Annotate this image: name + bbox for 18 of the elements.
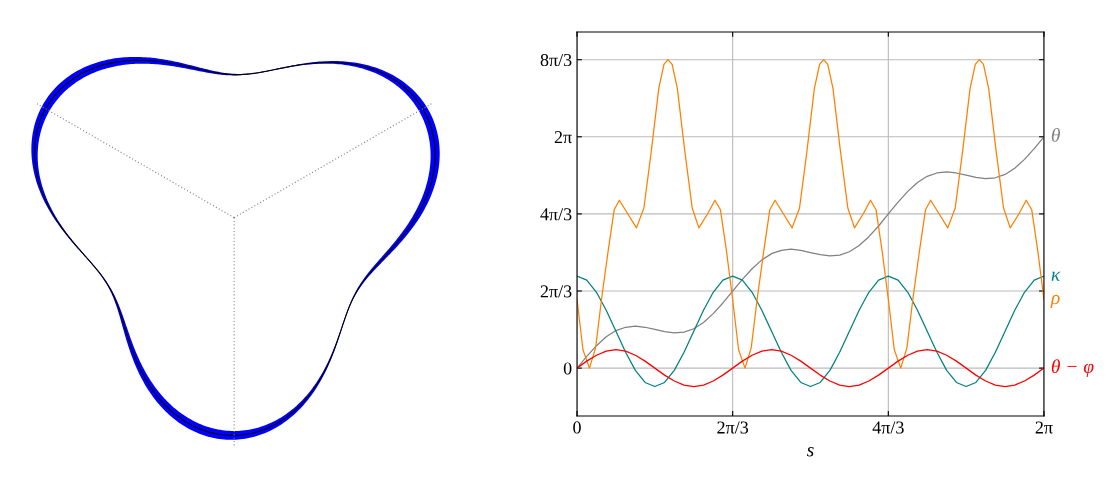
x-tick-label: 4π/3 (872, 421, 904, 434)
series-label: θ − φ (1051, 359, 1094, 377)
series-label: θ (1051, 127, 1060, 142)
line-series (577, 58, 1044, 369)
x-tick-label: 0 (573, 421, 581, 434)
y-tick-label: 2π/3 (540, 285, 572, 298)
x-tick-label: 2π/3 (717, 421, 749, 434)
y-tick-label: 2π (554, 131, 572, 144)
x-axis-title: s (806, 447, 814, 457)
series-label: κ (1051, 271, 1061, 281)
line-series (577, 275, 1044, 388)
line-series (577, 136, 1044, 369)
line-series (577, 349, 1044, 388)
x-tick-label: 2π (1035, 421, 1053, 434)
y-tick-label: 8π/3 (540, 53, 572, 67)
series-label: ρ (1050, 294, 1060, 309)
y-tick-label: 0 (563, 362, 572, 375)
y-tick-label: 4π/3 (540, 208, 572, 221)
